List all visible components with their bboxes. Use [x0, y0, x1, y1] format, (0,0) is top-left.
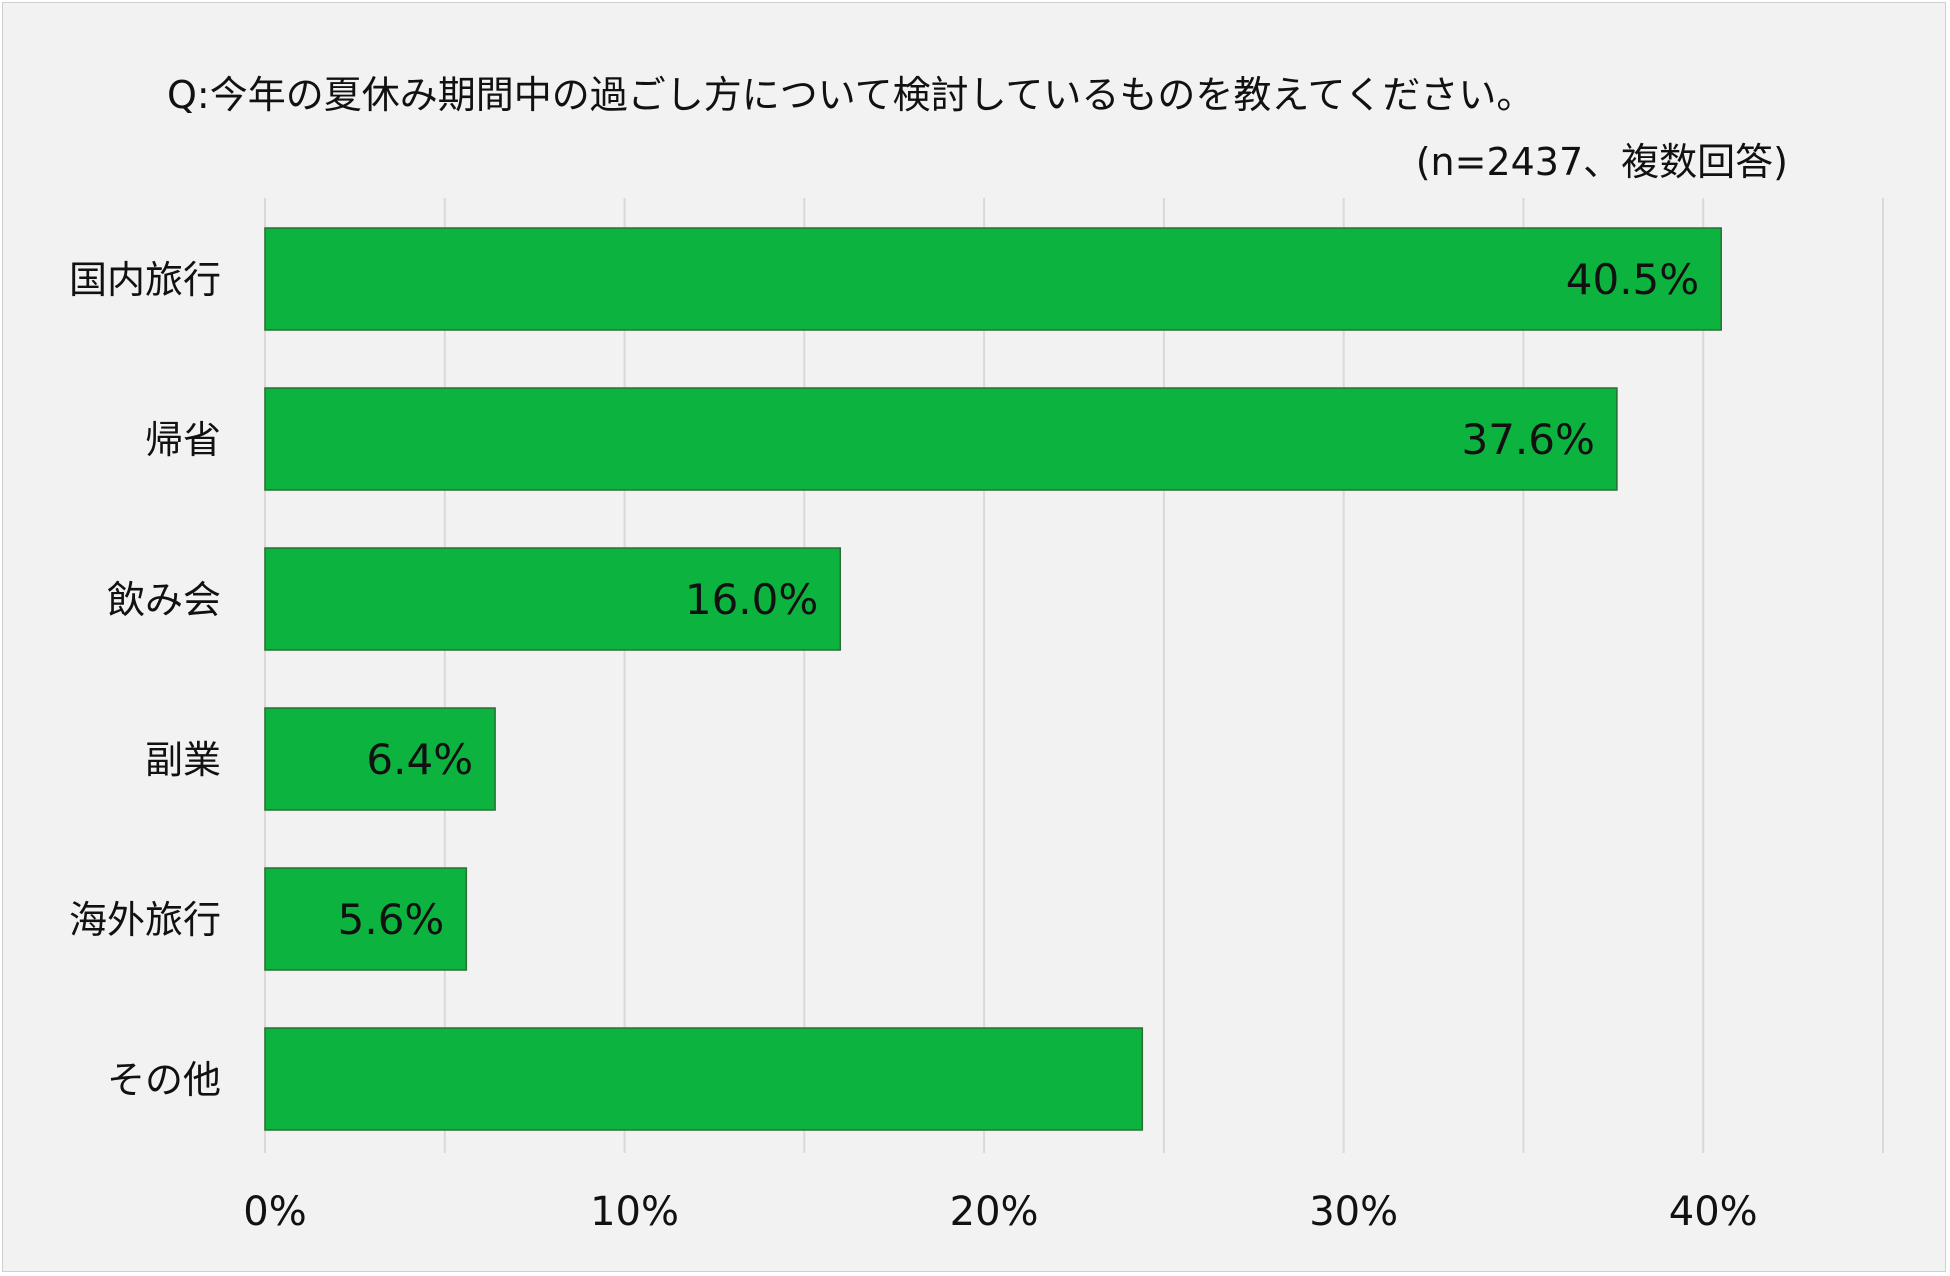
bars [264, 227, 1722, 1131]
bar [264, 1027, 1144, 1131]
data-label: 6.4% [366, 735, 473, 784]
bar [264, 707, 496, 811]
category-label: 副業 [145, 738, 221, 782]
x-tick-label: 10% [590, 1189, 679, 1235]
data-label: 5.6% [338, 895, 445, 944]
bar [264, 547, 842, 651]
category-label: 帰省 [145, 418, 221, 462]
x-tick-label: 0% [243, 1189, 306, 1235]
data-label: 40.5% [1566, 255, 1699, 304]
bar [264, 867, 468, 971]
data-label: 37.6% [1461, 415, 1594, 464]
category-label: その他 [107, 1058, 221, 1102]
category-label: 飲み会 [107, 578, 221, 622]
chart-subtitle: (n=2437、複数回答) [1416, 140, 1788, 184]
chart-title: Q:今年の夏休み期間中の過ごし方について検討しているものを教えてください。 [167, 73, 1534, 117]
bar [264, 227, 1722, 331]
x-tick-label: 40% [1669, 1189, 1758, 1235]
labels: 0% 10% 20% 30% 40% 国内旅行 40.5% 帰省 37.6% 飲み会 16.0% 副業… [69, 255, 1758, 1235]
bar-chart: Q:今年の夏休み期間中の過ごし方について検討しているものを教えてください。 (n… [69, 73, 1884, 1235]
category-label: 国内旅行 [69, 258, 221, 302]
gridlines [264, 198, 1884, 1153]
data-label: 16.0% [685, 575, 818, 624]
x-tick-label: 20% [950, 1189, 1039, 1235]
x-tick-label: 30% [1309, 1189, 1398, 1235]
bar [264, 387, 1618, 491]
category-label: 海外旅行 [69, 898, 221, 942]
